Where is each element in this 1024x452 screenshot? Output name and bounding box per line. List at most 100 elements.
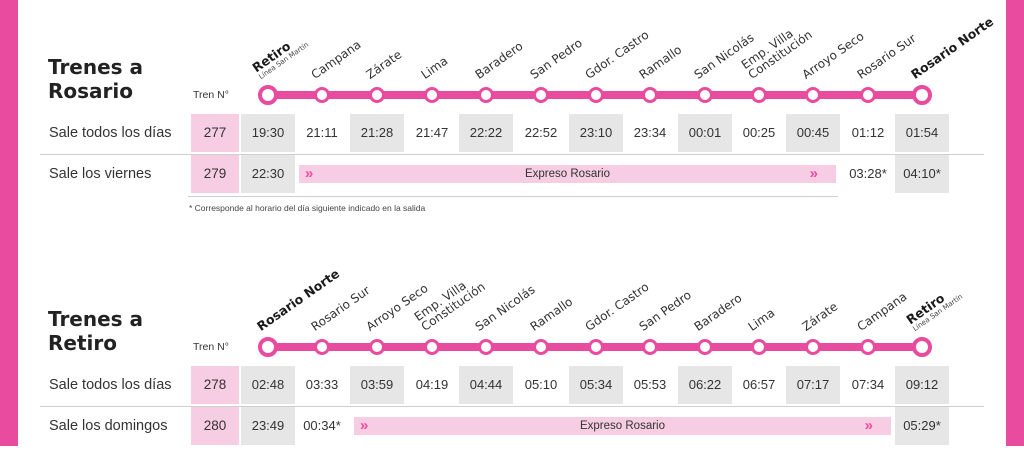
time-cell: 00:25: [742, 125, 776, 140]
schedule-row: Sale todos los días 278 02:48 03:33 03:59 04:…: [40, 366, 984, 404]
time-cell: 05:34: [569, 366, 623, 404]
station-dot: [369, 339, 385, 355]
station-dot: [424, 87, 440, 103]
station-name-text: Lima: [418, 53, 451, 82]
time-cell: 04:10*: [895, 155, 949, 193]
express-bar: » Expreso Rosario »: [354, 417, 891, 435]
station-dot: [258, 85, 278, 105]
station-name-text: Baradero: [691, 290, 745, 334]
station-dot: [860, 339, 876, 355]
time-cell: 01:12: [851, 125, 885, 140]
double-arrow-icon: »: [809, 165, 818, 182]
station-name: Campana: [854, 289, 910, 334]
station-name: Rosario Norte: [907, 13, 997, 82]
row-label: Sale los domingos: [49, 418, 168, 434]
footnote: * Corresponde al horario del día siguien…: [189, 203, 426, 213]
station-dot: [697, 339, 713, 355]
train-number: 279: [191, 155, 239, 193]
station-name: Ramallo: [527, 294, 576, 334]
station-dot: [478, 339, 494, 355]
double-arrow-icon: »: [864, 417, 873, 434]
station-dot: [478, 87, 494, 103]
row-label: Sale todos los días: [49, 125, 172, 141]
station-dot: [533, 87, 549, 103]
time-cell: 03:33: [305, 377, 339, 392]
row-separator: [40, 406, 984, 407]
station-dot: [642, 339, 658, 355]
time-cell: 23:34: [633, 125, 667, 140]
section-title: Trenes a Rosario: [48, 55, 144, 103]
time-cell: 06:22: [678, 366, 732, 404]
row-label: Sale los viernes: [49, 166, 152, 182]
station-dot: [860, 87, 876, 103]
time-cell: 02:48: [241, 366, 295, 404]
station-dot: [314, 87, 330, 103]
station-name: Lima: [418, 53, 451, 82]
station-name: San Pedro: [527, 35, 585, 82]
station-name: Zárate: [363, 47, 405, 82]
station-name: Retiro Línea San Martín: [249, 31, 310, 81]
station-dot: [369, 87, 385, 103]
station-name-text: Campana: [308, 37, 364, 82]
station-dot: [533, 339, 549, 355]
time-cell: 03:59: [350, 366, 404, 404]
time-cell: 09:12: [895, 366, 949, 404]
train-number: 280: [191, 407, 239, 445]
express-bar: » Expreso Rosario »: [299, 165, 836, 183]
row-label: Sale todos los días: [49, 377, 172, 393]
station-name: Retiro Línea San Martín: [903, 283, 964, 333]
station-name-text: Zárate: [799, 299, 841, 334]
time-cell: 21:28: [350, 114, 404, 152]
station-name-text: Ramallo: [527, 294, 576, 334]
time-cell: 19:30: [241, 114, 295, 152]
station-name-text: San Pedro: [527, 35, 585, 82]
double-arrow-icon: »: [305, 165, 314, 182]
time-cell: 06:57: [742, 377, 776, 392]
station-name-text: Baradero: [472, 38, 526, 82]
row-separator: [188, 196, 838, 197]
train-number-header: Tren N°: [193, 341, 229, 353]
time-cell: 22:30: [241, 155, 295, 193]
right-pink-border: [1006, 0, 1024, 446]
time-cell: 21:47: [415, 125, 449, 140]
station-dot: [314, 339, 330, 355]
station-name-text: Campana: [854, 289, 910, 334]
time-cell: 01:54: [895, 114, 949, 152]
station-name: Lima: [745, 305, 778, 334]
section-to-retiro: Trenes a Retiro Tren N° Rosario Norte Rosar…: [0, 252, 1024, 452]
row-separator: [40, 154, 984, 155]
station-name-text: Rosario Norte: [907, 13, 997, 82]
station-dot: [805, 339, 821, 355]
station-dot: [642, 87, 658, 103]
time-cell: 04:19: [415, 377, 449, 392]
station-dot: [588, 87, 604, 103]
time-cell: 22:52: [524, 125, 558, 140]
station-name-text: Lima: [745, 305, 778, 334]
time-cell: 03:28*: [849, 166, 887, 181]
station-dot: [588, 339, 604, 355]
station-name: Baradero: [472, 38, 526, 82]
train-number-header: Tren N°: [193, 89, 229, 101]
train-number: 278: [191, 366, 239, 404]
time-cell: 05:53: [633, 377, 667, 392]
train-number: 277: [191, 114, 239, 152]
time-cell: 23:10: [569, 114, 623, 152]
station-name: Zárate: [799, 299, 841, 334]
schedule-row: Sale todos los días 277 19:30 21:11 21:28 21:…: [40, 114, 984, 152]
station-dot: [751, 339, 767, 355]
station-name: Ramallo: [636, 42, 685, 82]
station-dot: [424, 339, 440, 355]
station-dot: [912, 337, 932, 357]
station-dot: [805, 87, 821, 103]
time-cell: 22:22: [459, 114, 513, 152]
station-name-text: Zárate: [363, 47, 405, 82]
time-cell: 07:34: [851, 377, 885, 392]
station-dot: [258, 337, 278, 357]
double-arrow-icon: »: [360, 417, 369, 434]
section-title: Trenes a Retiro: [48, 307, 144, 355]
station-name-text: Ramallo: [636, 42, 685, 82]
station-dot: [697, 87, 713, 103]
station-name: Campana: [308, 37, 364, 82]
time-cell: 07:17: [786, 366, 840, 404]
schedule-row: Sale los viernes 279 22:30 03:28* 04:10* » Exp…: [40, 155, 984, 193]
